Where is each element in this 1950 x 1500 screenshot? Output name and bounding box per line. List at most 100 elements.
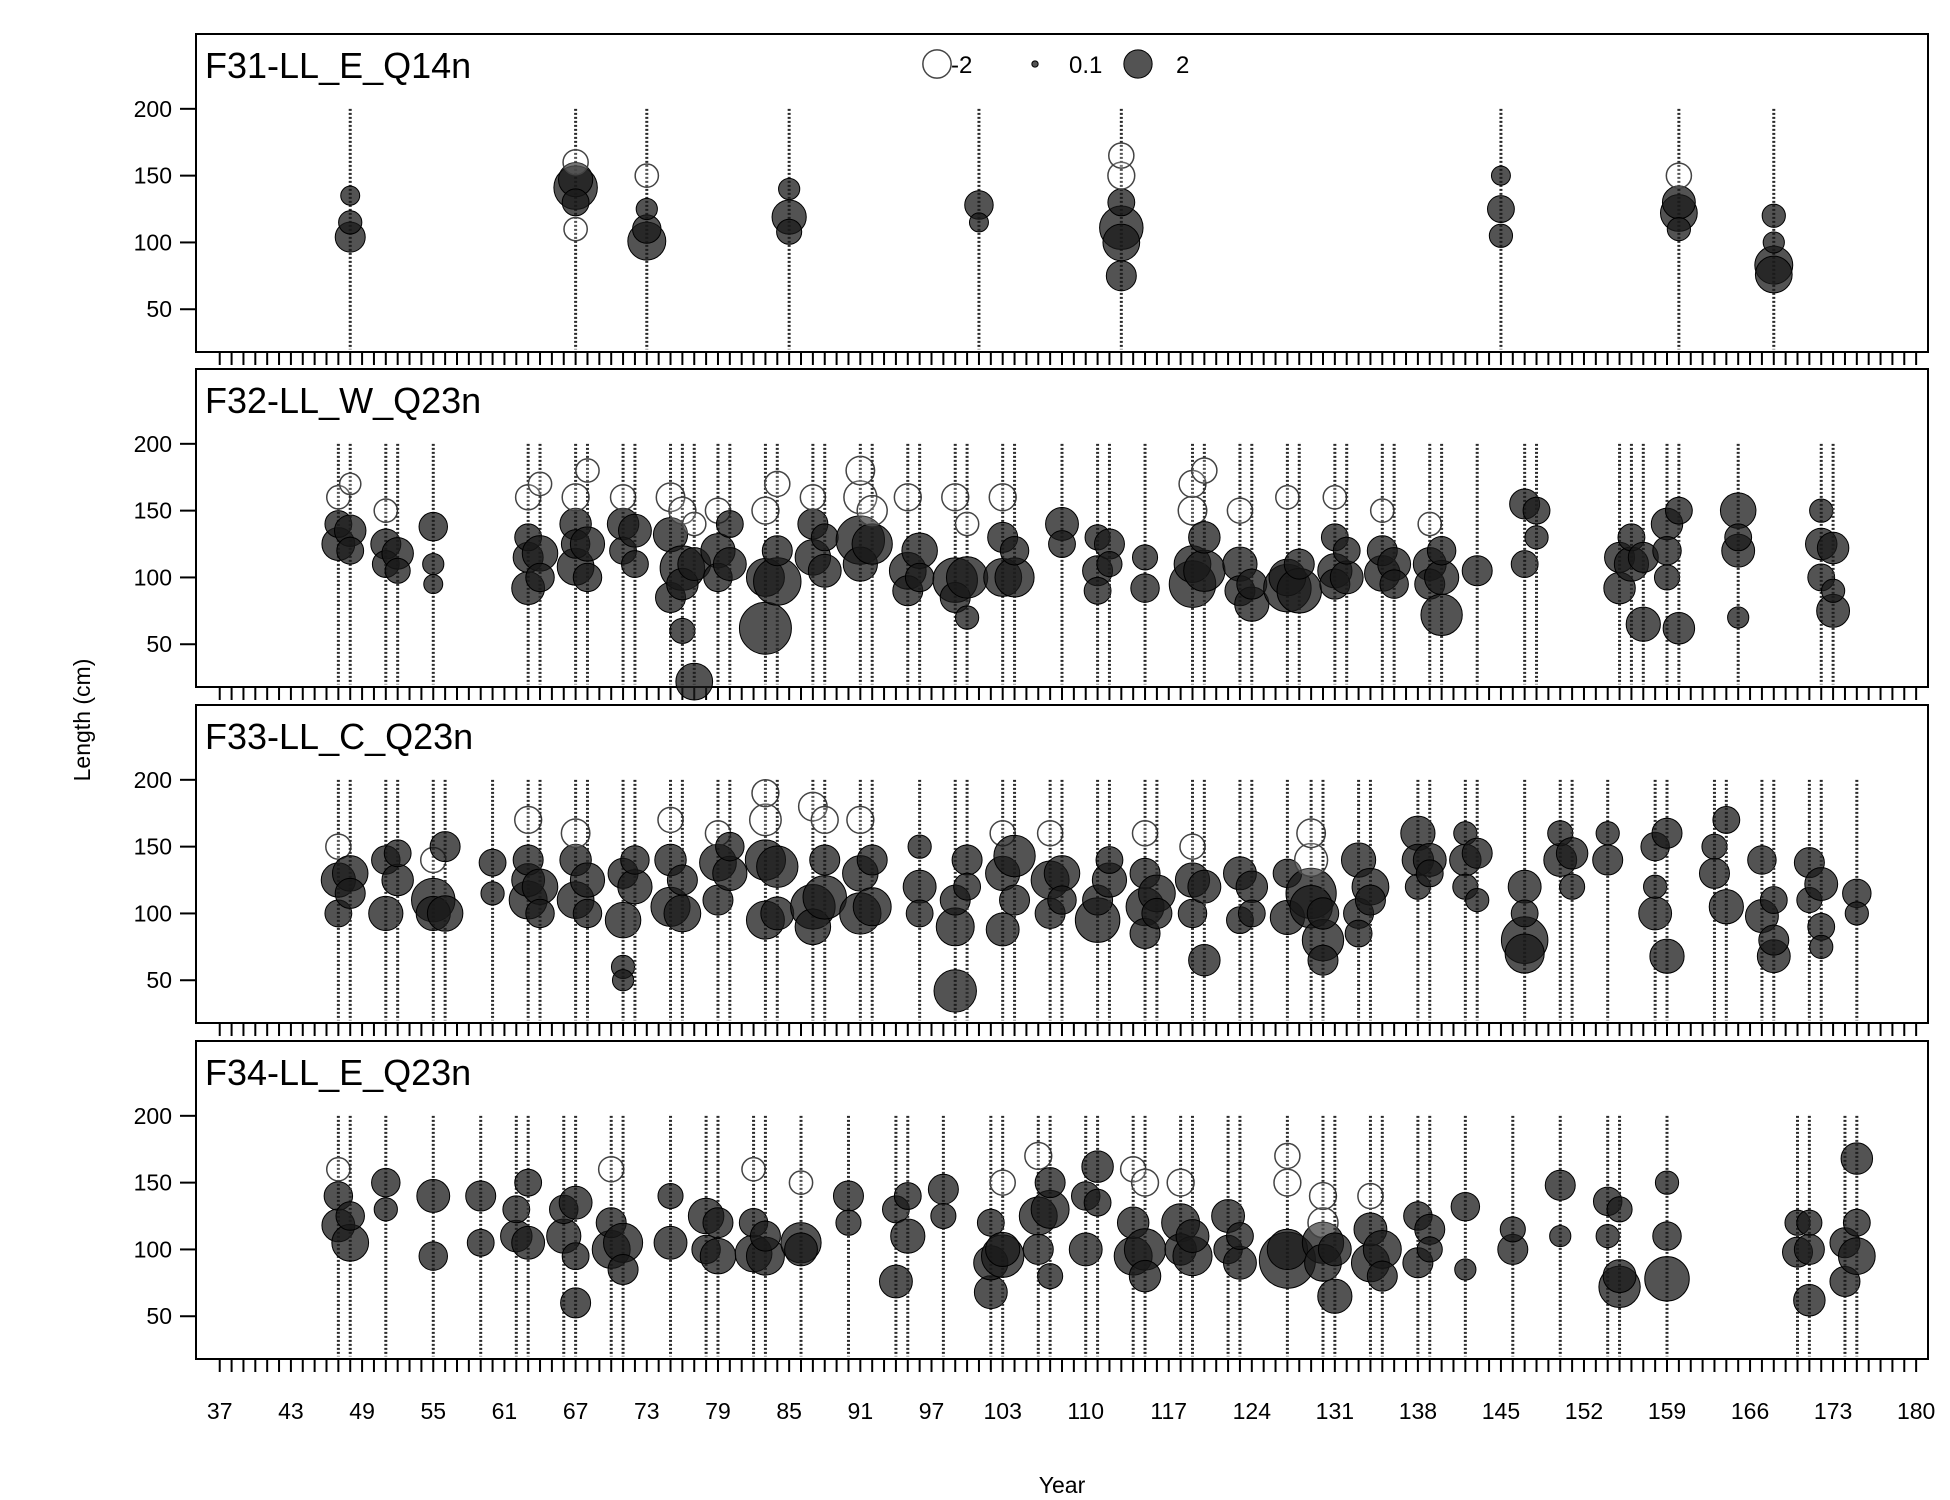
- residual-bubble: [1187, 869, 1222, 904]
- residual-bubble: [1461, 837, 1493, 869]
- observation: [951, 779, 983, 1021]
- x-tick-label: 131: [1316, 1398, 1354, 1424]
- residual-bubble: [620, 845, 650, 875]
- residual-bubble: [1747, 845, 1777, 875]
- legend-label: 0.1: [1069, 52, 1102, 79]
- residual-bubble: [1606, 1196, 1633, 1223]
- residual-bubble: [941, 483, 970, 512]
- residual-bubble: [1510, 899, 1539, 928]
- residual-bubble: [1595, 1223, 1620, 1249]
- panel-2: F32-LL_W_Q23n 50 100 150 200: [134, 368, 1929, 701]
- residual-bubble: [1357, 1182, 1384, 1210]
- observation: [1461, 779, 1493, 1021]
- residual-bubble: [902, 869, 937, 904]
- residual-bubble: [1424, 559, 1460, 596]
- observation: [331, 1115, 370, 1357]
- x-tick-label: 79: [705, 1398, 731, 1424]
- observation: [1497, 1115, 1529, 1357]
- observation: [1412, 779, 1447, 1021]
- x-tick-label: 152: [1565, 1398, 1603, 1424]
- residual-bubble: [1034, 1167, 1066, 1199]
- residual-bubble: [893, 483, 922, 512]
- y-tick-label: 200: [134, 767, 172, 793]
- residual-bubble: [907, 834, 932, 859]
- residual-bubble: [334, 877, 366, 909]
- observation: [1081, 1115, 1114, 1357]
- x-tick-label: 67: [563, 1398, 589, 1424]
- residual-bubble: [575, 458, 600, 483]
- residual-bubble: [1344, 919, 1373, 948]
- residual-bubble: [1223, 1245, 1257, 1280]
- observation: [902, 779, 937, 1021]
- observation: [832, 1115, 864, 1357]
- residual-bubble: [890, 1218, 926, 1254]
- residual-bubble: [1366, 1260, 1398, 1292]
- residual-bubble: [1662, 611, 1696, 645]
- residual-bubble: [429, 831, 461, 863]
- observation: [334, 108, 366, 350]
- residual-bubble: [968, 212, 989, 233]
- residual-bubble: [1487, 195, 1515, 223]
- residual-bubble: [336, 536, 365, 565]
- observation: [927, 1115, 959, 1357]
- residual-bubble: [563, 216, 588, 242]
- residual-bubble: [1226, 497, 1254, 524]
- residual-bubble: [569, 526, 606, 562]
- observation: [1223, 1115, 1257, 1357]
- residual-bubble: [1083, 1188, 1112, 1217]
- residual-bubble: [426, 895, 464, 932]
- residual-bubble: [478, 848, 507, 877]
- observation: [1091, 779, 1128, 1021]
- residual-bubble: [1504, 933, 1545, 974]
- residual-bubble: [1317, 1232, 1352, 1267]
- y-tick-label: 100: [134, 564, 172, 590]
- residual-bubble: [383, 839, 412, 868]
- residual-bubble: [1237, 899, 1266, 928]
- residual-bubble: [1804, 867, 1839, 901]
- residual-bubble: [1544, 1169, 1576, 1201]
- observation: [569, 443, 606, 685]
- x-tick-label: 110: [1067, 1398, 1104, 1424]
- residual-bubble: [1037, 1263, 1064, 1290]
- x-tick-label: 97: [919, 1398, 945, 1424]
- observation: [980, 1115, 1025, 1357]
- residual-bubble: [1510, 550, 1539, 578]
- observation: [553, 108, 598, 350]
- residual-bubble: [514, 1168, 543, 1197]
- x-tick-label: 180: [1897, 1398, 1935, 1424]
- residual-bubble: [1107, 161, 1136, 190]
- observation: [753, 443, 802, 685]
- observation: [852, 779, 892, 1021]
- residual-bubble: [1417, 511, 1443, 537]
- y-tick-label: 200: [134, 96, 172, 122]
- residual-bubble: [1275, 484, 1300, 510]
- residual-bubble: [325, 1156, 351, 1182]
- x-tick-label: 43: [278, 1398, 304, 1424]
- observation: [1555, 779, 1589, 1021]
- residual-bubble: [715, 510, 744, 538]
- x-tick-label: 49: [349, 1398, 375, 1424]
- observation: [416, 1115, 451, 1357]
- residual-bubble: [572, 898, 603, 929]
- residual-bubble: [1643, 874, 1668, 899]
- residual-bubble: [945, 556, 989, 599]
- residual-bubble: [989, 1169, 1016, 1196]
- panel-frame: [195, 33, 1929, 353]
- residual-bubble: [338, 210, 363, 235]
- residual-bubble: [340, 185, 361, 206]
- observation: [1183, 443, 1226, 685]
- legend-label: 2: [1176, 52, 1189, 79]
- residual-bubble: [371, 1167, 401, 1198]
- observation: [1754, 108, 1794, 350]
- legend-bubble: [1031, 60, 1039, 68]
- residual-bubble: [776, 218, 803, 245]
- observation: [1708, 779, 1744, 1021]
- observation: [371, 1115, 401, 1357]
- residual-bubble: [423, 574, 444, 595]
- observation: [1123, 1115, 1167, 1357]
- residual-bubble: [1266, 1228, 1309, 1271]
- residual-bubble: [1625, 606, 1661, 642]
- residual-bubble: [1837, 1237, 1876, 1275]
- panel-title: F33-LL_C_Q23n: [205, 716, 473, 757]
- residual-bubble: [1317, 1278, 1353, 1314]
